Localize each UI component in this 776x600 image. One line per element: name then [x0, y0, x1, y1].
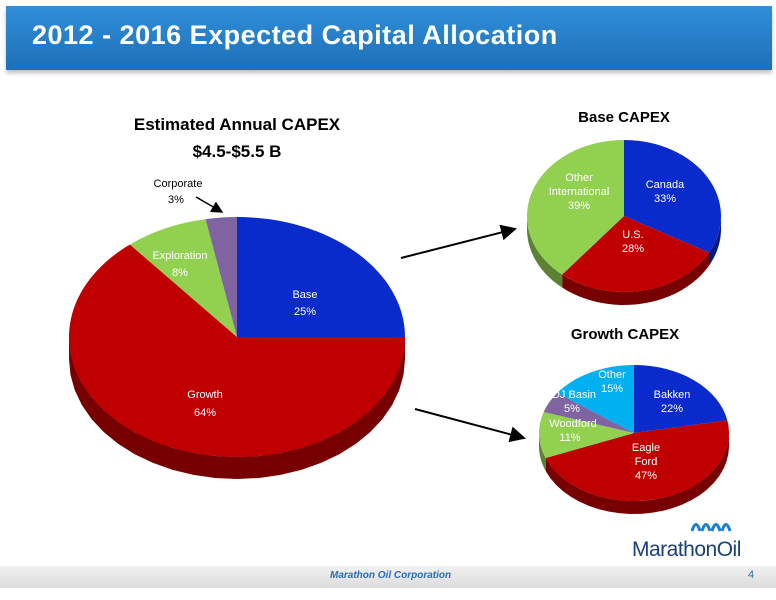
pie-slice-us [562, 216, 709, 292]
pie-slice-dj-basin [543, 393, 634, 433]
charts-canvas: Estimated Annual CAPEX $4.5-$5.5 B Base … [69, 109, 730, 514]
label-eagle-ford-line2: Ford [635, 456, 658, 468]
label-base-value: 25% [294, 306, 316, 318]
label-exploration-name: Exploration [152, 250, 207, 262]
label-exploration-value: 8% [172, 267, 188, 279]
label-other-intl-line2: International [549, 186, 610, 198]
label-other-growth-name: Other [598, 369, 626, 381]
label-dj-basin-value: 5% [564, 403, 580, 415]
pie-slice-corporate [205, 217, 237, 337]
pie-slice-base [237, 217, 405, 337]
arrow-to-growth [414, 408, 526, 443]
pie-slice-canada [624, 140, 721, 253]
logo-text: MarathonOil [632, 538, 741, 561]
arrow-to-base [400, 224, 517, 259]
logo-wave-icon [690, 523, 732, 532]
label-other-intl-value: 39% [568, 200, 590, 212]
pie-slice-woodford [539, 411, 634, 459]
label-corporate-name: Corporate [154, 178, 203, 190]
footer-bar: Marathon Oil Corporation 4 [0, 566, 776, 588]
label-dj-basin-name: DJ Basin [552, 389, 596, 401]
pie-side-canada [709, 216, 721, 266]
label-base-name: Base [292, 289, 317, 301]
pie-slice-other-international [526, 140, 624, 275]
pie-slice-eagle-ford [545, 420, 730, 502]
label-us-name: U.S. [622, 229, 643, 241]
pie-side-other-international [527, 216, 563, 288]
label-eagle-ford-line1: Eagle [632, 442, 660, 454]
label-other-intl-line1: Other [565, 172, 593, 184]
label-growth-name: Growth [187, 389, 222, 401]
label-eagle-ford-value: 47% [635, 470, 657, 482]
pie-slice-bakken [634, 365, 728, 433]
pie-side-eagle-ford [545, 433, 729, 514]
pie-side-growth [69, 337, 405, 479]
label-woodford-value: 11% [559, 432, 580, 444]
pie-side-us [562, 252, 709, 305]
label-growth-value: 64% [194, 407, 216, 419]
page-number: 4 [748, 569, 755, 581]
growth-chart-title: Growth CAPEX [571, 326, 679, 343]
title-bar: 2012 - 2016 Expected Capital Allocation [6, 6, 772, 70]
base-chart-title: Base CAPEX [578, 109, 670, 126]
label-us-value: 28% [622, 243, 644, 255]
label-canada-name: Canada [646, 179, 685, 191]
label-canada-value: 33% [654, 193, 676, 205]
corporate-callout-arrow [195, 196, 224, 213]
pie-slice-other [557, 365, 634, 433]
pie-side-woodford [539, 433, 546, 472]
pie-slice-growth [69, 244, 405, 457]
pie-slice-exploration [129, 219, 237, 337]
label-bakken-name: Bakken [654, 389, 691, 401]
label-bakken-value: 22% [661, 403, 683, 415]
label-other-growth-value: 15% [601, 383, 623, 395]
label-corporate-value: 3% [168, 194, 184, 206]
label-woodford-name: Woodford [549, 418, 597, 430]
main-chart-title: Estimated Annual CAPEX [134, 115, 341, 134]
main-chart-subtitle: $4.5-$5.5 B [193, 142, 282, 161]
footer-company: Marathon Oil Corporation [330, 570, 452, 581]
page-title: 2012 - 2016 Expected Capital Allocation [32, 20, 558, 50]
